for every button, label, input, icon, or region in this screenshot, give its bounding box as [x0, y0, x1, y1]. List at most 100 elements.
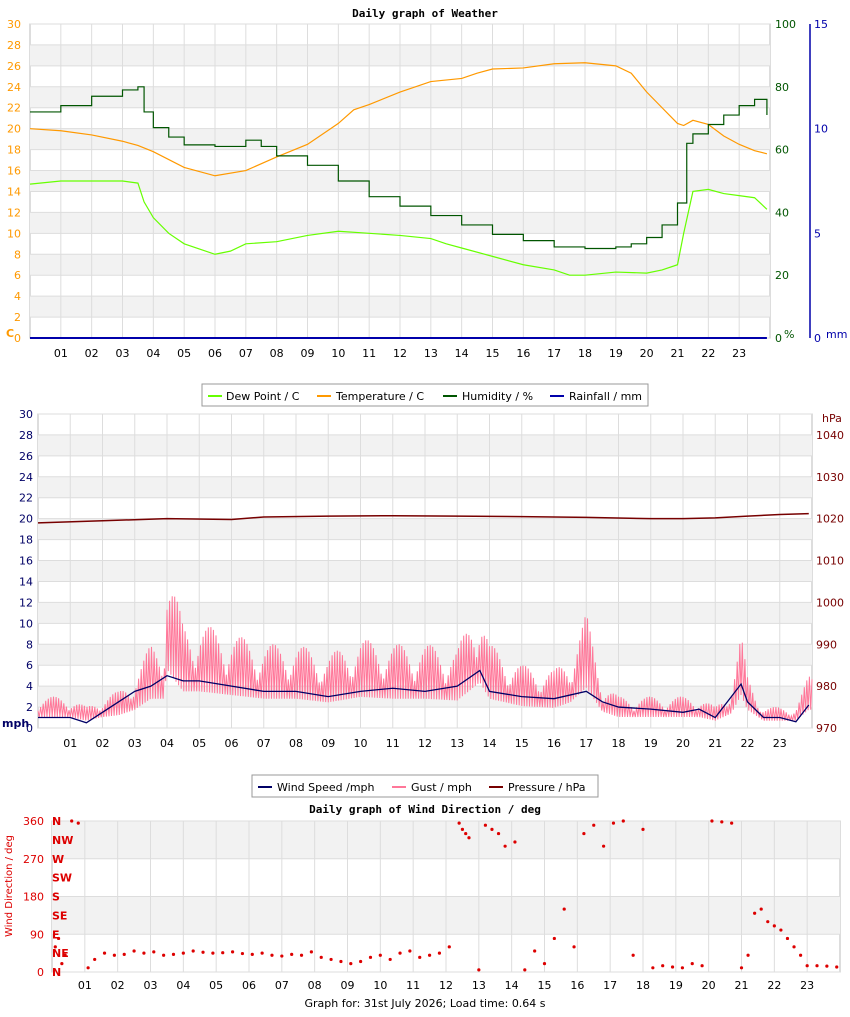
direction-point — [102, 951, 107, 955]
direction-point — [641, 827, 645, 831]
hour-tick-label: 01 — [63, 737, 77, 750]
wind-speed-tick-label: 16 — [19, 555, 33, 568]
footer-date: 31st July 2026 — [363, 997, 443, 1010]
temperature-axis-unit: C — [6, 327, 14, 340]
gust-line — [37, 596, 813, 721]
direction-point — [572, 945, 576, 949]
wind-hour-ticks: 01 02 03 04 05 06 07 08 09 10 11 12 13 14 15 16 17 18 19 20… — [63, 737, 787, 750]
humidity-tick-label: 0 — [775, 332, 782, 345]
footer-status: Graph for: 31st July 2026; Load time: 0.… — [304, 997, 546, 1010]
pressure-tick-label: 990 — [816, 638, 837, 651]
wind-speed-tick-label: 18 — [19, 534, 33, 547]
direction-point — [825, 964, 829, 968]
compass-label: NE — [52, 947, 69, 960]
hour-tick-label: 05 — [177, 347, 191, 360]
wind-speed-tick-label: 12 — [19, 596, 33, 609]
pressure-axis-ticks: 970 980 990 1000 1010 1020 1030 1040 — [816, 429, 844, 735]
direction-point — [490, 827, 494, 831]
hour-tick-label: 10 — [373, 979, 387, 992]
hour-tick-label: 04 — [146, 347, 160, 360]
humidity-tick-label: 20 — [775, 269, 789, 282]
rainfall-legend-label: Rainfall / mm — [569, 390, 642, 403]
temperature-tick-label: 28 — [7, 39, 21, 52]
direction-point — [60, 962, 64, 966]
wind-speed-tick-label: 14 — [19, 575, 33, 588]
direction-point — [753, 911, 757, 915]
pressure-tick-label: 1010 — [816, 555, 844, 568]
direction-point — [792, 945, 796, 949]
hour-tick-label: 15 — [515, 737, 529, 750]
temperature-tick-label: 24 — [7, 81, 21, 94]
footer-load-label: Load time: — [449, 997, 509, 1010]
humidity-tick-label: 100 — [775, 18, 796, 31]
direction-compass-labels: N NE E SE S SW W NW N — [52, 815, 73, 979]
humidity-tick-label: 60 — [775, 144, 789, 157]
wind-speed-tick-label: 8 — [26, 638, 33, 651]
direction-point — [710, 819, 714, 823]
hour-tick-label: 21 — [708, 737, 722, 750]
direction-point — [513, 840, 517, 844]
direction-point — [552, 936, 556, 941]
direction-point — [309, 950, 313, 954]
humidity-line — [30, 86, 768, 250]
direction-point — [132, 949, 136, 953]
direction-point — [542, 962, 547, 966]
hour-tick-label: 14 — [483, 737, 497, 750]
temperature-tick-label: 4 — [14, 290, 21, 303]
hour-tick-label: 12 — [418, 737, 432, 750]
compass-label: NW — [52, 834, 73, 847]
direction-degree-ticks: 0 90 180 270 360 — [23, 815, 44, 979]
direction-hour-ticks: 01 02 03 04 05 06 07 08 09 10 11 12 13 14 15 16 17 18 19 20… — [78, 979, 814, 992]
direction-point — [418, 955, 422, 959]
direction-point — [779, 928, 783, 932]
direction-point — [427, 953, 432, 957]
direction-point — [181, 951, 185, 955]
direction-point — [152, 950, 156, 954]
direction-point — [602, 844, 606, 848]
temperature-tick-label: 14 — [7, 185, 21, 198]
rainfall-tick-label: 0 — [814, 332, 821, 345]
rainfall-axis-unit: mm — [826, 328, 847, 341]
direction-point — [670, 965, 675, 969]
direction-point — [270, 953, 274, 957]
direction-point — [562, 907, 566, 911]
wind-speed-legend-label: Wind Speed /mph — [277, 781, 375, 794]
direction-point — [240, 951, 245, 956]
direction-point — [112, 953, 116, 957]
temperature-line — [29, 62, 768, 177]
hour-tick-label: 06 — [225, 737, 239, 750]
direction-point — [339, 959, 343, 964]
dew-point-line — [29, 180, 768, 276]
wind-direction-ylabel-layer: Wind Direction / deg — [4, 835, 15, 937]
hour-tick-label: 09 — [341, 979, 355, 992]
direction-point — [835, 965, 839, 969]
hour-tick-label: 19 — [609, 347, 623, 360]
hour-tick-label: 22 — [767, 979, 781, 992]
wind-legend-box: Wind Speed /mph Gust / mph Pressure / hP… — [251, 774, 599, 798]
direction-point — [533, 949, 537, 953]
direction-point — [63, 953, 67, 957]
weather-chart: Daily graph of Weather 02468101214161820… — [6, 7, 847, 360]
compass-label: E — [52, 928, 60, 941]
hour-tick-label: 12 — [439, 979, 453, 992]
direction-point — [230, 950, 235, 954]
hour-tick-label: 18 — [636, 979, 650, 992]
hour-tick-label: 23 — [773, 737, 787, 750]
hour-tick-label: 07 — [257, 737, 271, 750]
wind-speed-tick-label: 6 — [26, 659, 33, 672]
direction-point — [349, 962, 353, 966]
temperature-tick-label: 20 — [7, 123, 21, 136]
direction-point — [503, 844, 507, 848]
pressure-tick-label: 1040 — [816, 429, 844, 442]
pressure-tick-label: 1020 — [816, 513, 844, 526]
wind-direction-chart: Daily graph of Wind Direction / deg 0901… — [23, 803, 841, 992]
temperature-tick-label: 2 — [14, 311, 21, 324]
direction-degree-label: 0 — [37, 966, 44, 979]
direction-point — [221, 951, 225, 955]
hour-tick-label: 18 — [578, 347, 592, 360]
rainfall-axis-ticks: 0 5 10 15 — [814, 18, 828, 345]
footer-label: Graph for: — [304, 997, 361, 1010]
compass-label: S — [52, 891, 60, 904]
